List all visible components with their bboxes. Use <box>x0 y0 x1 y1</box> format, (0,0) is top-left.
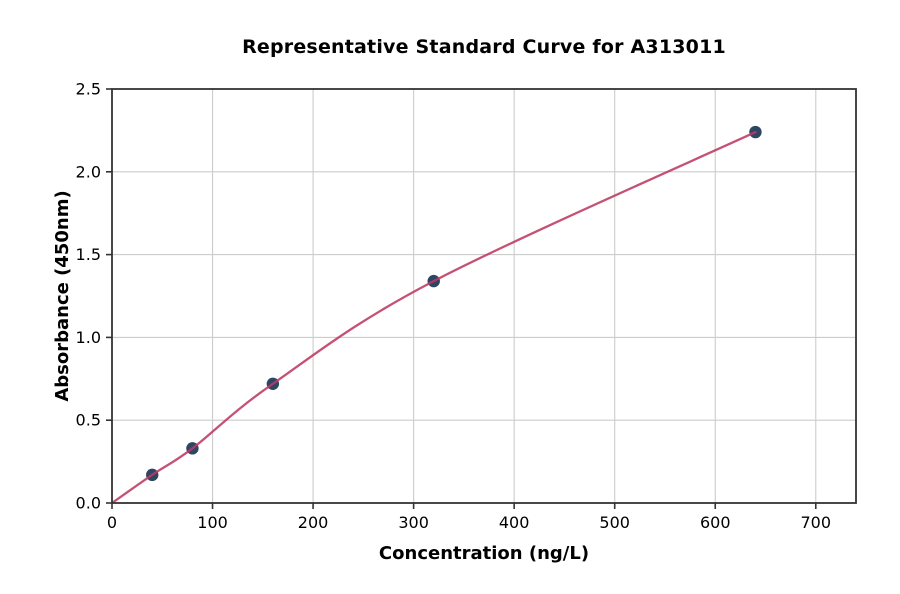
fit-curve-line <box>110 130 757 505</box>
x-axis-label: Concentration (ng/L) <box>378 543 590 564</box>
y-tick-label: 2.5 <box>76 80 101 99</box>
x-tick-label: 300 <box>398 513 429 532</box>
x-tick-label: 400 <box>499 513 530 532</box>
x-tick-label: 200 <box>298 513 329 532</box>
y-tick-label: 0.0 <box>76 494 101 513</box>
y-tick-label: 1.0 <box>76 328 101 347</box>
x-tick-label: 100 <box>197 513 228 532</box>
chart-title: Representative Standard Curve for A31301… <box>242 36 726 58</box>
y-axis-label-text: Absorbance (450nm) <box>52 190 73 402</box>
x-tick-label: 500 <box>599 513 630 532</box>
y-tick-label: 1.5 <box>76 245 101 264</box>
x-tick-label: 700 <box>801 513 832 532</box>
x-tick-label: 600 <box>700 513 731 532</box>
y-tick-label: 0.5 <box>76 411 101 430</box>
x-tick-label: 0 <box>107 513 117 532</box>
y-tick-label: 2.0 <box>76 162 101 181</box>
axis-spine-box <box>111 88 857 504</box>
